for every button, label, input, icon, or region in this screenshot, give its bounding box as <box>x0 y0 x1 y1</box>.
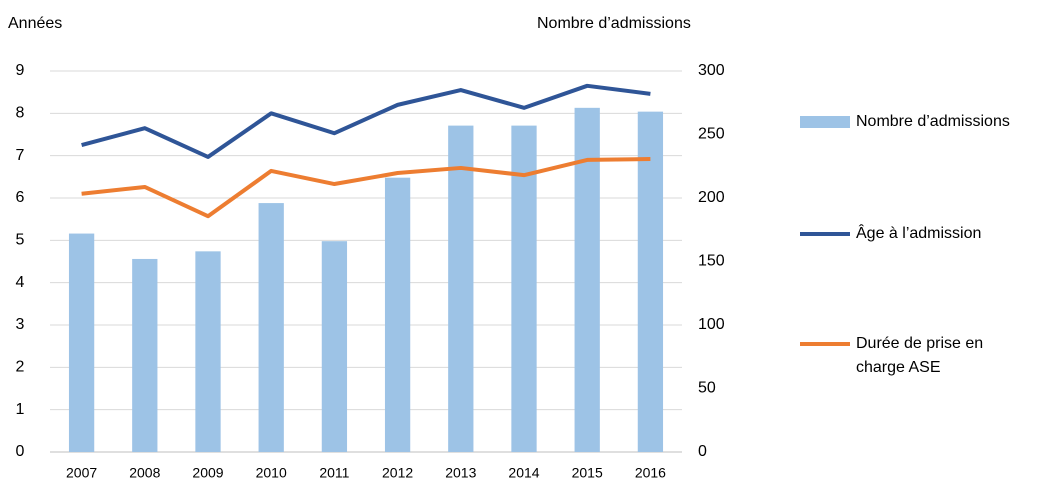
y-tick-label: 5 <box>16 232 25 249</box>
x-tick-label: 2013 <box>445 465 476 481</box>
legend-entry: Nombre d’admissions <box>800 110 1034 134</box>
bar <box>258 203 284 452</box>
legend-swatch <box>800 110 850 134</box>
x-tick-label: 2009 <box>192 465 223 481</box>
y-tick-label: 4 <box>16 274 25 291</box>
y2-axis-label: Nombre d’admissions <box>537 15 691 32</box>
y-tick-label: 3 <box>16 316 25 333</box>
y-axis-label: Années <box>8 15 62 32</box>
y-tick-label: 6 <box>16 189 25 206</box>
x-tick-label: 2012 <box>382 465 413 481</box>
bar <box>195 251 221 452</box>
x-tick-label: 2007 <box>66 465 97 481</box>
x-tick-label: 2016 <box>635 465 666 481</box>
y2-tick-label: 100 <box>698 316 725 333</box>
y2-tick-label: 300 <box>698 62 725 79</box>
y2-tick-label: 200 <box>698 189 725 206</box>
legend-label: Durée de prise en charge ASE <box>856 335 984 376</box>
line <box>81 83 651 159</box>
bar <box>384 177 411 452</box>
bar <box>637 111 664 452</box>
legend-label: Âge à l’admission <box>856 225 982 242</box>
bar <box>321 241 348 452</box>
x-tick-label: 2014 <box>508 465 539 481</box>
x-tick-label: 2010 <box>256 465 287 481</box>
y-tick-label: 7 <box>16 147 25 164</box>
bar <box>511 125 537 453</box>
line <box>81 157 651 219</box>
bar <box>68 233 95 452</box>
bar <box>574 107 600 452</box>
y2-tick-label: 50 <box>698 380 716 397</box>
legend-swatch <box>800 222 850 246</box>
legend-label: Nombre d’admissions <box>856 113 1010 130</box>
x-tick-label: 2011 <box>319 465 349 481</box>
y-tick-label: 2 <box>16 359 25 376</box>
bar <box>448 125 474 453</box>
legend: Nombre d’admissions Âge à l’admission Duré… <box>800 0 1060 486</box>
y2-tick-label: 0 <box>698 443 707 460</box>
x-tick-label: 2008 <box>129 465 160 481</box>
x-tick-label: 2015 <box>572 465 603 481</box>
y-tick-label: 1 <box>16 401 25 418</box>
y-tick-label: 0 <box>16 443 25 460</box>
y2-tick-label: 150 <box>698 253 725 270</box>
y-tick-label: 8 <box>16 105 25 122</box>
legend-swatch <box>800 332 850 356</box>
bar <box>132 258 158 452</box>
legend-entry: Durée de prise en charge ASE <box>800 332 1034 380</box>
y2-tick-label: 250 <box>698 126 725 143</box>
legend-entry: Âge à l’admission <box>800 222 1034 246</box>
y-tick-label: 9 <box>16 62 25 79</box>
